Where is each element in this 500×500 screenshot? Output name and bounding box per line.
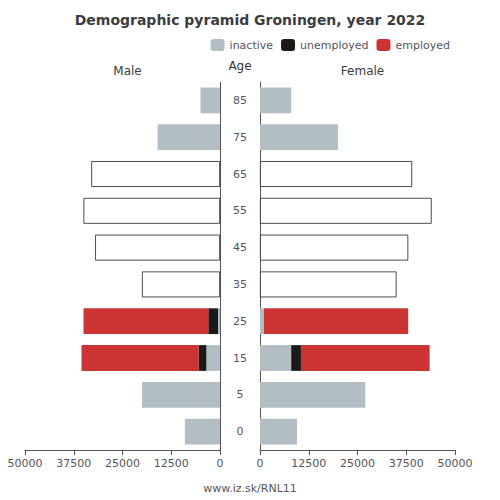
svg-text:0: 0 [237,425,244,438]
svg-text:25000: 25000 [105,457,140,470]
svg-text:37500: 37500 [389,457,424,470]
svg-text:75: 75 [233,131,247,144]
svg-text:Female: Female [341,64,384,78]
svg-text:Male: Male [113,64,141,78]
svg-text:5: 5 [237,388,244,401]
svg-text:0: 0 [257,457,264,470]
svg-text:45: 45 [233,241,247,254]
svg-text:35: 35 [233,278,247,291]
svg-text:85: 85 [233,94,247,107]
svg-text:25000: 25000 [340,457,375,470]
svg-text:0: 0 [217,457,224,470]
svg-text:employed: employed [395,39,450,52]
svg-text:www.iz.sk/RNL11: www.iz.sk/RNL11 [203,482,297,495]
svg-text:50000: 50000 [438,457,473,470]
svg-text:Age: Age [228,59,251,73]
svg-text:12500: 12500 [291,457,326,470]
svg-text:55: 55 [233,204,247,217]
svg-text:Demographic pyramid Groningen,: Demographic pyramid Groningen, year 2022 [75,12,426,28]
svg-text:15: 15 [233,352,247,365]
svg-text:unemployed: unemployed [300,39,368,52]
svg-text:12500: 12500 [154,457,189,470]
svg-text:37500: 37500 [56,457,91,470]
svg-text:25: 25 [233,315,247,328]
svg-text:65: 65 [233,168,247,181]
svg-text:50000: 50000 [8,457,43,470]
svg-text:inactive: inactive [230,39,274,52]
